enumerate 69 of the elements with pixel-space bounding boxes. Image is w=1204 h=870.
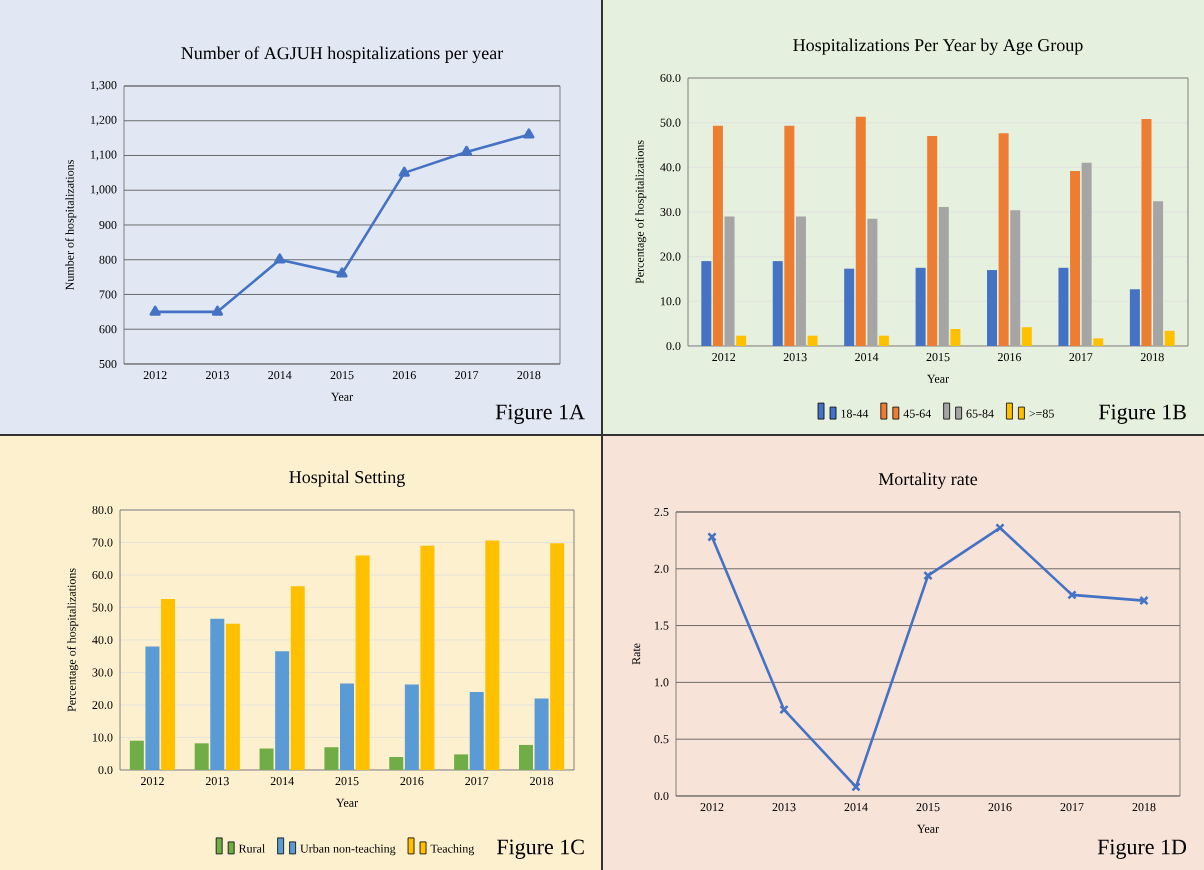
point [1067, 590, 1077, 600]
point [523, 128, 535, 139]
bar [210, 618, 225, 770]
bar [724, 216, 735, 346]
bar [355, 555, 370, 770]
caption: Figure 1B [1098, 404, 1186, 424]
point [274, 253, 286, 264]
point [398, 166, 410, 177]
bar [1141, 119, 1152, 346]
chart-title: Mortality rate [878, 472, 978, 489]
bar [701, 261, 712, 346]
bar [927, 136, 938, 346]
bar [915, 267, 926, 346]
bar [784, 125, 795, 346]
bar [1058, 267, 1069, 346]
chart-title: Hospitalizations Per Year by Age Group [793, 38, 1083, 55]
bar [225, 623, 240, 770]
point [995, 523, 1005, 533]
bar [1070, 170, 1081, 346]
caption: Figure 1C [496, 839, 584, 859]
bar [389, 756, 404, 770]
bar [736, 335, 747, 346]
bar [938, 207, 949, 346]
chart-title: Hospital Setting [289, 470, 405, 487]
bar [1153, 201, 1164, 346]
bar [518, 744, 533, 770]
bar [161, 599, 176, 770]
bar [275, 651, 290, 770]
bar [807, 335, 818, 346]
point [336, 267, 348, 278]
bar [1129, 289, 1140, 346]
bar [340, 683, 355, 770]
bar [855, 116, 866, 346]
point [149, 305, 161, 316]
bar [534, 698, 549, 770]
point [211, 305, 224, 316]
bar [129, 740, 144, 770]
point [460, 145, 473, 156]
bar [420, 545, 435, 770]
bar [454, 754, 469, 770]
bar [485, 540, 500, 770]
bar [1010, 210, 1021, 346]
bar [844, 268, 855, 346]
chart-title: Number of AGJUH hospitalizations per year [181, 46, 504, 63]
caption: Figure 1D [1097, 839, 1187, 859]
bar [987, 270, 998, 346]
bar [324, 747, 339, 770]
bar [867, 218, 878, 346]
bar [998, 133, 1009, 346]
bar [290, 586, 305, 770]
bar [550, 543, 565, 770]
bar [712, 125, 723, 346]
bar [950, 329, 961, 346]
bar [194, 743, 209, 770]
bar [772, 261, 783, 346]
bar [259, 748, 274, 770]
bar [1093, 338, 1104, 346]
bar [1021, 327, 1032, 346]
point [851, 782, 861, 792]
point [923, 570, 933, 581]
bar [145, 646, 160, 770]
bar [404, 684, 419, 770]
bar [795, 216, 806, 346]
bar [1164, 330, 1175, 346]
point [779, 704, 789, 715]
caption: Figure 1A [495, 404, 585, 424]
bar [1081, 162, 1092, 346]
bar [469, 691, 484, 770]
bar [878, 335, 889, 346]
